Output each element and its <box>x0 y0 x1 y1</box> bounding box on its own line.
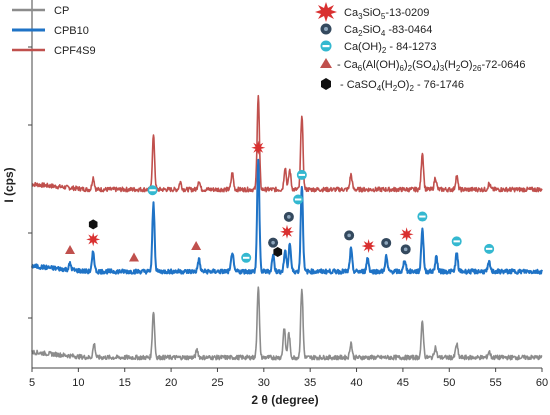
phase-legend: Ca3SiO5-13-0209 Ca2SiO4 -83-0464 Ca(OH)2… <box>315 2 525 93</box>
x-tick-label: 15 <box>119 377 131 389</box>
phase-legend-hexagon-icon <box>321 78 331 90</box>
x-tick-label: 30 <box>258 377 270 389</box>
phase-legend-label-c3s: Ca3SiO5-13-0209 <box>344 7 429 21</box>
phase-marker-dark-circle-icon <box>400 244 411 255</box>
phase-marker-cyan-circle-icon <box>241 252 252 263</box>
phase-marker-triangle-icon <box>65 244 76 254</box>
x-tick-label: 40 <box>350 377 362 389</box>
phase-marker-star-icon <box>251 140 266 155</box>
series-line-cpb10 <box>31 158 543 275</box>
x-axis-label: 2 θ (degree) <box>251 393 318 407</box>
phase-marker-dark-circle-icon <box>381 237 392 248</box>
phase-marker-cyan-circle-icon <box>296 169 307 180</box>
x-tick-label: 55 <box>490 377 502 389</box>
phase-legend-label-c2s: Ca2SiO4 -83-0464 <box>344 24 432 38</box>
y-ticks <box>28 46 32 319</box>
phase-marker-layer <box>65 140 495 263</box>
x-tick-label: 20 <box>165 377 177 389</box>
x-tick-label: 10 <box>72 377 84 389</box>
phase-marker-cyan-circle-icon <box>293 194 304 205</box>
x-tick-label: 25 <box>211 377 223 389</box>
y-axis-label: I (cps) <box>2 167 16 202</box>
x-tick-label: 5 <box>29 377 35 389</box>
series-line-cpf4s9 <box>31 94 543 193</box>
series-layer <box>31 94 543 361</box>
phase-marker-dark-circle-icon <box>283 211 294 222</box>
legend-label-cp: CP <box>54 5 69 17</box>
phase-marker-cyan-circle-icon <box>417 211 428 222</box>
legend-label-cpb10: CPB10 <box>54 25 89 37</box>
phase-marker-star-icon <box>86 232 101 247</box>
phase-legend-cyan-circle-icon <box>320 40 332 52</box>
phase-marker-star-icon <box>361 239 376 253</box>
phase-legend-label-ch: Ca(OH)2 - 84-1273 <box>344 41 437 55</box>
phase-marker-triangle-icon <box>129 252 139 262</box>
phase-marker-dark-circle-icon <box>344 230 355 241</box>
phase-legend-label-ettringite: - Ca6(Al(OH)6)2(SO4)3(H2O)26-72-0646 <box>337 59 525 73</box>
x-tick-label: 60 <box>536 377 548 389</box>
phase-marker-cyan-circle-icon <box>147 185 158 196</box>
phase-marker-cyan-circle-icon <box>451 236 462 247</box>
x-tick-label: 35 <box>304 377 316 389</box>
x-tick-label: 50 <box>443 377 455 389</box>
phase-marker-triangle-icon <box>191 241 202 251</box>
series-line-cp <box>31 286 543 361</box>
phase-marker-star-icon <box>280 224 294 239</box>
phase-marker-hexagon-icon <box>88 219 98 230</box>
phase-marker-star-icon <box>399 227 414 242</box>
legend-label-cpf4s9: CPF4S9 <box>54 45 96 57</box>
x-ticks: 5 10 15 20 25 30 35 40 45 50 55 60 <box>29 368 548 389</box>
phase-legend-dark-circle-icon <box>320 23 332 35</box>
phase-marker-cyan-circle-icon <box>484 243 495 254</box>
series-legend: CP CPB10 CPF4S9 <box>12 5 96 57</box>
x-tick-label: 45 <box>397 377 409 389</box>
phase-legend-label-gypsum: - CaSO4(H2O)2 - 76-1746 <box>340 79 464 93</box>
phase-marker-dark-circle-icon <box>268 237 279 248</box>
phase-legend-triangle-icon <box>320 58 332 68</box>
phase-marker-hexagon-icon <box>273 247 283 257</box>
phase-legend-star-icon <box>315 2 337 22</box>
